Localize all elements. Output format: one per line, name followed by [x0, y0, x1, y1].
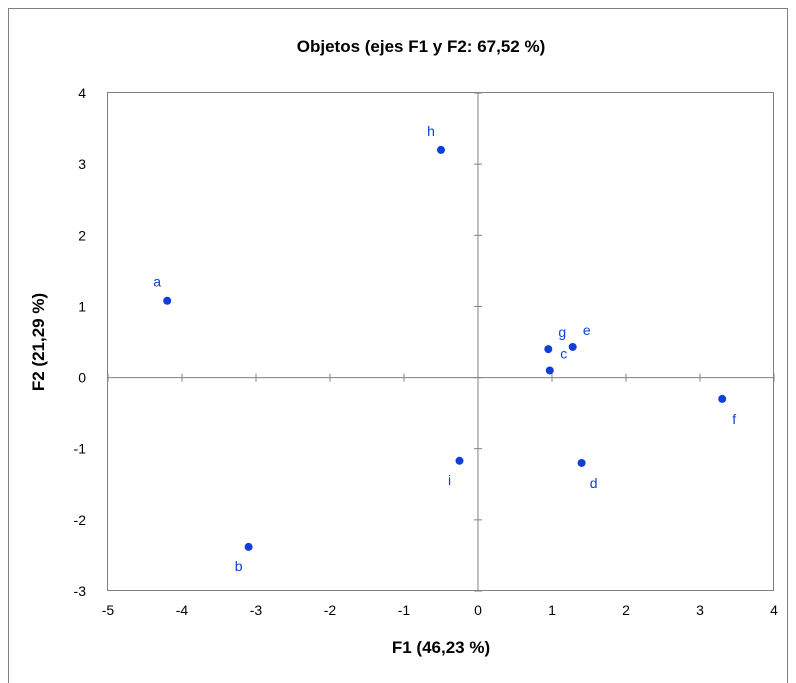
- data-points: a b c d e f g h i: [153, 123, 736, 574]
- y-tick-label: 1: [78, 298, 86, 314]
- chart-title: Objetos (ejes F1 y F2: 67,52 %): [297, 37, 545, 56]
- x-tick-label: -1: [398, 602, 411, 618]
- point-label-d: d: [590, 475, 598, 491]
- data-point-f: [718, 394, 727, 403]
- data-point-g: [544, 345, 553, 354]
- y-tick-label: -3: [74, 583, 87, 599]
- x-tick-label: 0: [474, 602, 482, 618]
- data-point-c: [545, 366, 554, 375]
- y-axis-title: F2 (21,29 %): [29, 293, 48, 391]
- x-tick-label: -3: [250, 602, 263, 618]
- point-label-c: c: [560, 345, 567, 361]
- x-axis-title: F1 (46,23 %): [392, 638, 490, 657]
- x-tick-label: 2: [622, 602, 630, 618]
- data-point-e: [568, 342, 577, 351]
- data-point-a: [163, 296, 172, 305]
- y-tick-label: -1: [74, 441, 87, 457]
- axes: [107, 92, 775, 592]
- x-tick-label: -4: [176, 602, 189, 618]
- x-tick-label: 1: [548, 602, 556, 618]
- point-label-g: g: [558, 324, 566, 340]
- outer-border: [8, 8, 788, 683]
- point-label-f: f: [732, 411, 736, 427]
- x-tick-label: 3: [696, 602, 704, 618]
- data-point-d: [577, 458, 586, 467]
- plot-area-border: [107, 92, 774, 591]
- x-tick-label: -5: [102, 602, 115, 618]
- y-tick-label: 2: [78, 227, 86, 243]
- data-point-h: [437, 145, 445, 154]
- tick-labels: -5 -4 -3 -2 -1 0 1 2 3 4 -3 -2 -1 0 1 2 3 4: [74, 85, 779, 618]
- point-label-e: e: [583, 322, 591, 338]
- x-tick-label: 4: [770, 602, 778, 618]
- point-label-b: b: [235, 558, 243, 574]
- point-label-i: i: [448, 472, 451, 488]
- y-tick-label: -2: [74, 512, 87, 528]
- y-tick-label: 3: [78, 156, 86, 172]
- data-point-i: [455, 456, 464, 465]
- point-label-a: a: [153, 274, 161, 290]
- data-point-b: [244, 542, 253, 551]
- y-tick-label: 4: [78, 85, 86, 101]
- x-tick-label: -2: [324, 602, 337, 618]
- point-label-h: h: [427, 123, 435, 139]
- y-tick-label: 0: [78, 370, 86, 386]
